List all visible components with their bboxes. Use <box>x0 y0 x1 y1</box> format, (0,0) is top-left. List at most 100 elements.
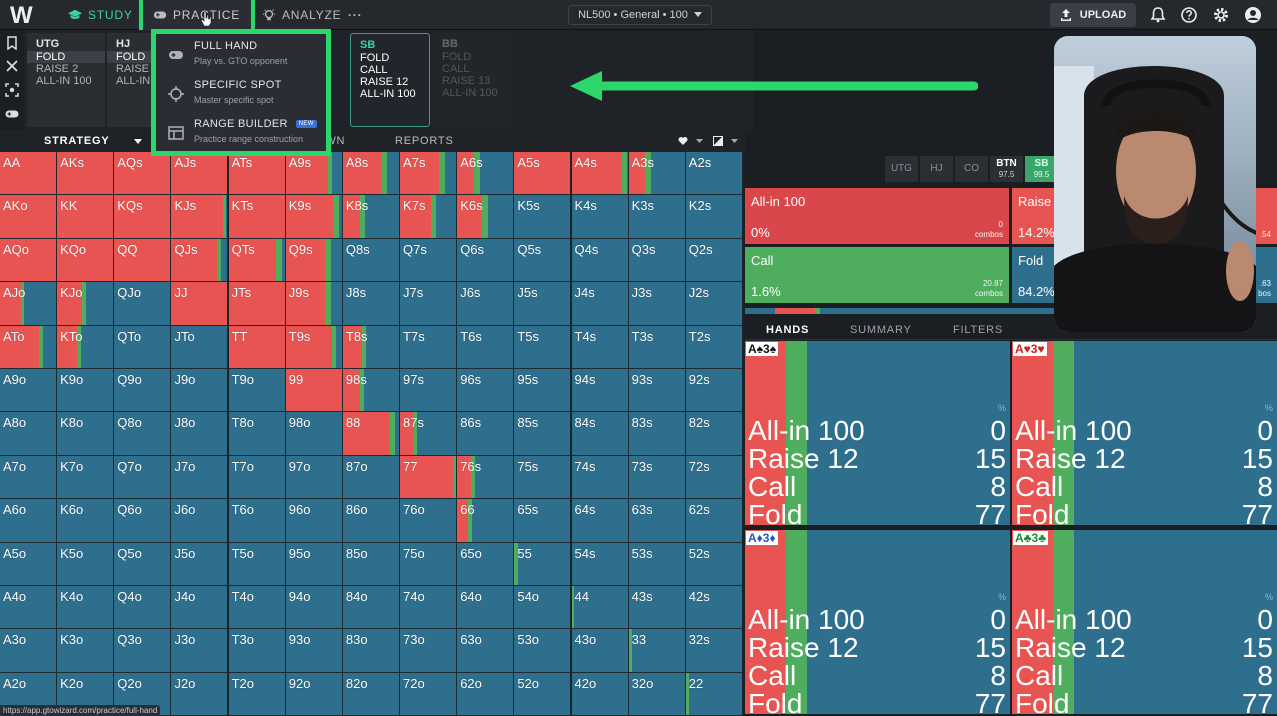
combo-card[interactable]: A♥3♥ % All-in 100 0 Raise 12 15 Call 8 Fold… <box>1012 341 1277 527</box>
hand-cell[interactable]: J9o <box>171 369 229 413</box>
hand-cell[interactable]: 22 <box>685 672 743 716</box>
hand-cell[interactable]: 94o <box>285 586 343 630</box>
menu-item-full-hand[interactable]: FULL HAND Play vs. GTO opponent <box>164 40 326 79</box>
nav-practice[interactable]: PRACTICE <box>139 0 255 34</box>
hand-cell[interactable]: 86o <box>342 499 400 543</box>
hand-cell[interactable]: A2s <box>685 152 743 196</box>
hand-cell[interactable]: 97s <box>400 369 458 413</box>
hand-cell[interactable]: JJ <box>171 282 229 326</box>
hand-cell[interactable]: T7s <box>400 325 458 369</box>
hand-cell[interactable]: Q7s <box>400 238 458 283</box>
hand-cell[interactable]: T4s <box>571 325 629 369</box>
hand-cell[interactable]: QJs <box>171 238 229 283</box>
hand-cell[interactable]: T4o <box>228 586 286 630</box>
hand-cell[interactable]: T3s <box>628 325 686 369</box>
more-menu-button[interactable]: ··· <box>348 8 363 22</box>
position-tab-sb[interactable]: SB 99.5 <box>1025 156 1058 182</box>
tab-summary[interactable]: SUMMARY <box>850 324 912 336</box>
hand-cell[interactable]: K9o <box>57 369 115 413</box>
hand-cell[interactable]: 74o <box>400 586 458 630</box>
help-icon[interactable] <box>1180 6 1198 24</box>
hand-cell[interactable]: 84s <box>571 412 629 456</box>
hand-cell[interactable]: 94s <box>571 369 629 413</box>
hand-cell[interactable]: J5o <box>171 542 229 586</box>
hand-cell[interactable]: Q3s <box>628 238 686 283</box>
hand-cell[interactable]: T7o <box>228 455 286 500</box>
hand-cell[interactable]: 64s <box>571 499 629 543</box>
hand-cell[interactable]: 43o <box>571 629 629 673</box>
hand-cell[interactable]: Q3o <box>114 629 172 673</box>
hand-cell[interactable]: K6o <box>57 499 115 543</box>
hand-cell[interactable]: J4s <box>571 282 629 326</box>
hand-cell[interactable]: T2o <box>228 672 286 716</box>
seat-action-option[interactable]: FOLD <box>360 52 390 64</box>
hand-cell[interactable]: AKo <box>0 195 57 239</box>
hand-cell[interactable]: JTo <box>171 325 229 369</box>
hand-cell[interactable]: K7s <box>400 195 458 239</box>
hand-cell[interactable]: Q5s <box>514 238 572 283</box>
hand-cell[interactable]: Q8s <box>342 238 400 283</box>
hand-cell[interactable]: 77 <box>400 455 458 500</box>
hand-cell[interactable]: 96s <box>457 369 515 413</box>
hand-cell[interactable]: 75o <box>400 542 458 586</box>
hand-cell[interactable]: T9s <box>285 325 343 369</box>
seat-bb[interactable]: BB FOLD CALL RAISE 13 ALL-IN 100 <box>433 33 511 127</box>
caret-down-icon[interactable] <box>134 139 142 144</box>
hand-cell[interactable]: J7s <box>400 282 458 326</box>
hand-cell[interactable]: 88 <box>342 412 400 456</box>
position-tab-hj[interactable]: HJ <box>920 156 953 182</box>
hand-cell[interactable]: QTs <box>228 238 286 283</box>
hand-cell[interactable]: A9o <box>0 369 57 413</box>
hand-cell[interactable]: T8o <box>228 412 286 456</box>
hand-cell[interactable]: 42o <box>571 672 629 716</box>
hand-cell[interactable]: J2o <box>171 672 229 716</box>
hand-cell[interactable]: K5o <box>57 542 115 586</box>
combo-card[interactable]: A♣3♣ % All-in 100 0 Raise 12 15 Call 8 Fold… <box>1012 530 1277 716</box>
hand-cell[interactable]: K8o <box>57 412 115 456</box>
seat-action-option[interactable]: ALL-IN 100 <box>360 88 416 100</box>
hand-cell[interactable]: 52o <box>514 672 572 716</box>
hand-cell[interactable]: 65o <box>457 542 515 586</box>
bell-icon[interactable] <box>1149 6 1167 24</box>
hand-cell[interactable]: 98o <box>285 412 343 456</box>
action-card-allin[interactable]: All-in 100 0% 0 combos <box>745 188 1009 244</box>
hand-cell[interactable]: J6s <box>457 282 515 326</box>
hand-cell[interactable]: J6o <box>171 499 229 543</box>
hand-cell[interactable]: 63o <box>457 629 515 673</box>
hand-cell[interactable]: ATs <box>228 152 286 196</box>
hand-cell[interactable]: 82s <box>685 412 743 456</box>
seat-utg[interactable]: UTG FOLD RAISE 2 ALL-IN 100 <box>27 33 105 127</box>
hand-cell[interactable]: 83s <box>628 412 686 456</box>
hand-cell[interactable]: Q2s <box>685 238 743 283</box>
hand-cell[interactable]: 66 <box>457 499 515 543</box>
hand-cell[interactable]: J3o <box>171 629 229 673</box>
position-tab-co[interactable]: CO <box>955 156 988 182</box>
hand-cell[interactable]: Q6o <box>114 499 172 543</box>
hand-cell[interactable]: Q4s <box>571 238 629 283</box>
hand-cell[interactable]: QJo <box>114 282 172 326</box>
hand-cell[interactable]: J8s <box>342 282 400 326</box>
hand-cell[interactable]: 95o <box>285 542 343 586</box>
tab-hands[interactable]: HANDS <box>766 324 810 336</box>
hand-cell[interactable]: KJs <box>171 195 229 239</box>
upload-button[interactable]: UPLOAD <box>1050 3 1136 27</box>
hand-cell[interactable]: Q8o <box>114 412 172 456</box>
display-mode-icon[interactable] <box>713 136 723 146</box>
hand-cell[interactable]: 87s <box>400 412 458 456</box>
hand-cell[interactable]: 75s <box>514 455 572 500</box>
hand-cell[interactable]: 52s <box>685 542 743 586</box>
hand-cell[interactable]: AKs <box>57 152 115 196</box>
hand-cell[interactable]: K3o <box>57 629 115 673</box>
hand-cell[interactable]: T8s <box>342 325 400 369</box>
hand-cell[interactable]: J7o <box>171 455 229 500</box>
hand-cell[interactable]: 98s <box>342 369 400 413</box>
nav-analyze[interactable]: ANALYZE <box>262 0 341 30</box>
hand-cell[interactable]: Q9o <box>114 369 172 413</box>
hand-cell[interactable]: A8s <box>342 152 400 196</box>
app-logo[interactable]: W <box>10 2 33 29</box>
hand-cell[interactable]: K5s <box>514 195 572 239</box>
hand-cell[interactable]: 87o <box>342 455 400 500</box>
hand-cell[interactable]: K3s <box>628 195 686 239</box>
hand-cell[interactable]: 92s <box>685 369 743 413</box>
hand-cell[interactable]: K7o <box>57 455 115 500</box>
